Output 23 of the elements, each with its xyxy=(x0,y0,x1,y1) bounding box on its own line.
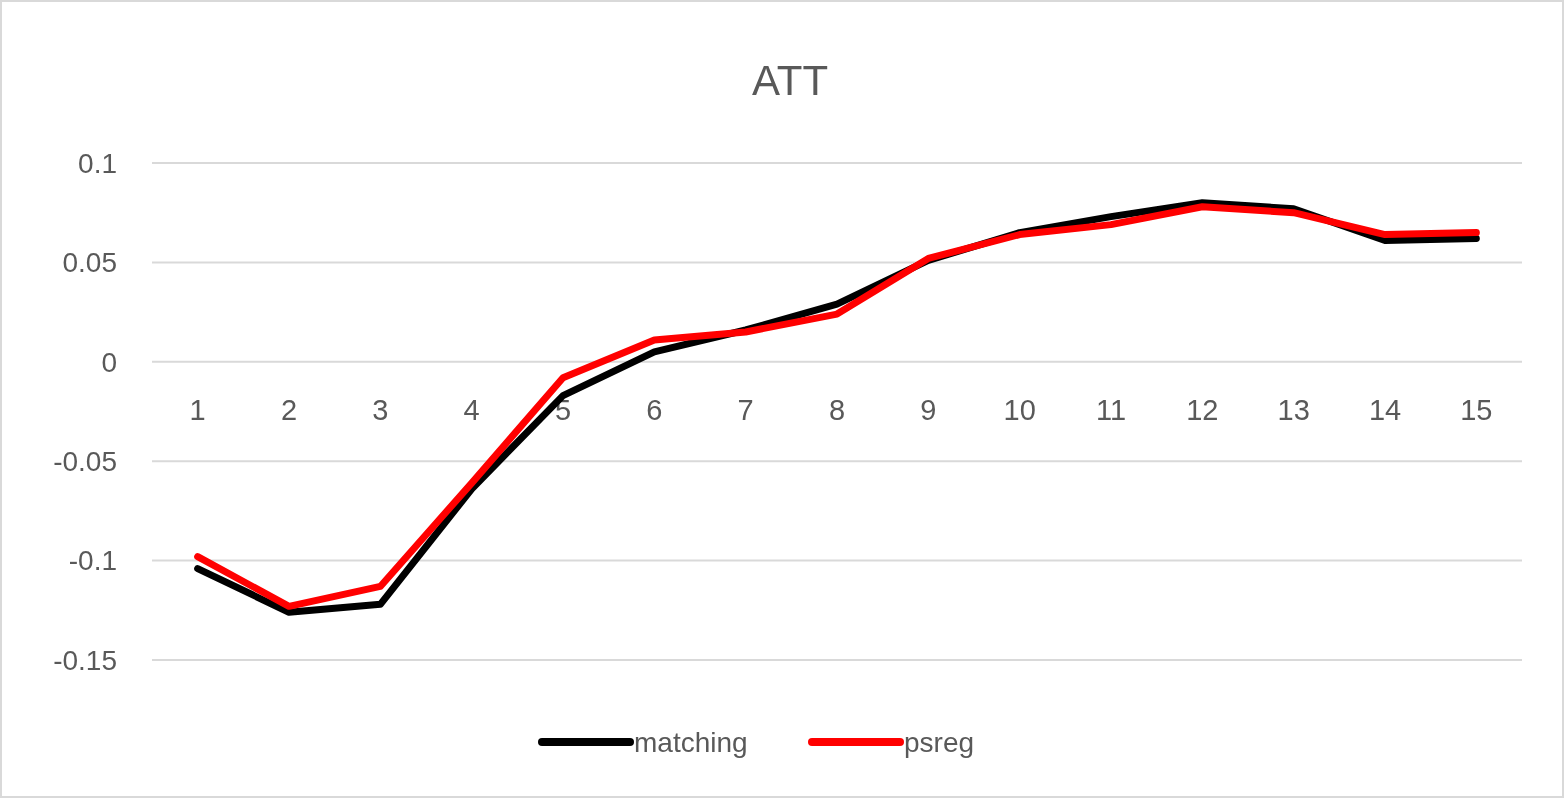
y-tick-label: -0.05 xyxy=(53,446,117,477)
x-tick-label: 8 xyxy=(828,393,846,426)
x-tick-label: 1 xyxy=(189,393,206,426)
chart-title: ATT xyxy=(751,57,829,104)
x-tick-label: 13 xyxy=(1277,393,1310,426)
y-tick-label: 0.05 xyxy=(62,247,117,279)
x-tick-label: 9 xyxy=(920,393,937,426)
x-tick-label: 11 xyxy=(1095,393,1127,426)
legend-label: psreg xyxy=(904,726,975,758)
x-tick-label: 2 xyxy=(280,393,298,426)
x-tick-label: 7 xyxy=(737,393,754,426)
x-tick-label: 14 xyxy=(1368,393,1402,426)
y-tick-label: -0.1 xyxy=(68,545,117,577)
y-tick-label: 0 xyxy=(101,346,117,378)
legend-label: matching xyxy=(634,726,748,758)
y-tick-label: 0.1 xyxy=(78,147,117,179)
x-tick-label: 12 xyxy=(1186,393,1219,426)
x-tick-label: 3 xyxy=(372,393,389,426)
x-tick-label: 10 xyxy=(1003,393,1036,426)
x-tick-label: 6 xyxy=(646,393,663,426)
x-tick-label: 4 xyxy=(463,393,480,426)
y-tick-label: -0.15 xyxy=(53,644,117,676)
x-tick-label: 15 xyxy=(1460,393,1493,426)
